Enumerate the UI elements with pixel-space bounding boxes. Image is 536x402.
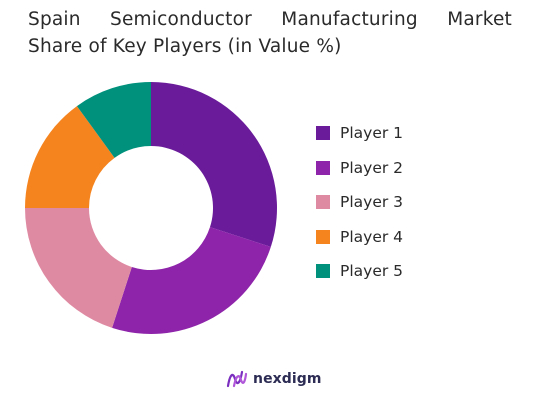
legend-item-1: Player 1: [316, 116, 403, 151]
legend-label: Player 4: [340, 227, 404, 246]
chart-title-line-2: Share of Key Players (in Value %): [28, 36, 342, 57]
legend-swatch: [316, 195, 330, 210]
nexdigm-logo-icon: [226, 370, 248, 388]
donut-slice-3: [25, 208, 132, 328]
chart-legend: Player 1 Player 2 Player 3 Player 4 Player 5: [316, 116, 403, 289]
donut-slice-4: [25, 106, 115, 208]
legend-swatch: [316, 264, 330, 279]
legend-item-4: Player 4: [316, 220, 403, 255]
donut-slice-2: [112, 227, 271, 334]
legend-label: Player 5: [340, 262, 404, 281]
legend-item-5: Player 5: [316, 254, 403, 289]
legend-item-2: Player 2: [316, 151, 403, 186]
chart-title: Spain Semiconductor Manufacturing Market…: [28, 6, 512, 60]
legend-item-3: Player 3: [316, 185, 403, 220]
legend-swatch: [316, 126, 330, 141]
donut-slice-1: [151, 82, 277, 247]
legend-label: Player 2: [340, 158, 404, 177]
chart-title-line-1: Spain Semiconductor Manufacturing Market: [28, 9, 512, 30]
legend-swatch: [316, 160, 330, 175]
donut-slice-5: [76, 82, 151, 158]
legend-label: Player 1: [340, 124, 404, 143]
legend-label: Player 3: [340, 193, 404, 212]
nexdigm-logo: nexdigm: [226, 370, 322, 388]
legend-swatch: [316, 229, 330, 244]
brand-name: nexdigm: [253, 371, 322, 387]
